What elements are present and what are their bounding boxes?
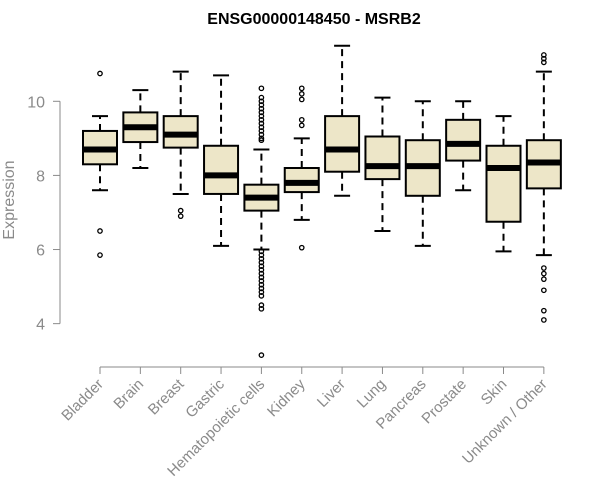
outlier-point: [258, 128, 265, 134]
outlier-point: [298, 244, 305, 251]
outlier-point: [258, 116, 265, 123]
box-group: [283, 85, 320, 251]
outlier-point: [258, 255, 265, 262]
outlier-point: [258, 124, 265, 131]
outlier-point: [258, 278, 265, 284]
outlier-point: [540, 287, 547, 294]
outlier-point: [258, 85, 265, 92]
x-tick-label: Brain: [110, 376, 147, 413]
outlier-point: [258, 305, 265, 312]
outlier-point: [298, 122, 305, 129]
outlier-point: [540, 307, 547, 314]
outlier-point: [258, 109, 265, 116]
box-iqr: [364, 135, 401, 181]
outlier-point: [258, 302, 265, 308]
outlier-point: [177, 213, 184, 220]
outlier-point: [258, 248, 265, 255]
y-axis: 4 6 8 10: [27, 94, 61, 334]
box-series: [82, 44, 562, 358]
y-tick-label: 10: [27, 94, 45, 111]
outlier-point: [258, 120, 265, 127]
outlier-point: [540, 270, 547, 277]
x-tick-label: Skin: [478, 376, 511, 409]
outlier-point: [97, 228, 103, 234]
outlier-point: [258, 135, 265, 142]
box-group: [364, 96, 401, 232]
y-tick-label: 6: [36, 243, 45, 260]
outlier-point: [258, 102, 265, 108]
box-iqr: [324, 115, 361, 173]
outlier-point: [258, 113, 265, 119]
outlier-point: [258, 281, 265, 288]
outlier-point: [258, 94, 265, 101]
box-group: [445, 100, 482, 192]
outlier-point: [258, 137, 265, 144]
outlier-point: [258, 289, 265, 295]
outlier-point: [298, 91, 305, 97]
outlier-point: [540, 59, 547, 66]
outlier-point: [540, 55, 547, 62]
outlier-point: [97, 70, 103, 77]
box-iqr: [445, 118, 482, 162]
y-tick-label: 4: [36, 317, 45, 334]
outlier-point: [258, 267, 265, 273]
outlier-point: [258, 352, 265, 358]
box-group: [122, 89, 159, 169]
x-tick-label: Liver: [314, 376, 349, 411]
x-tick-label: Lung: [354, 376, 390, 412]
outlier-point: [298, 116, 305, 123]
x-tick-label: Breast: [145, 375, 188, 418]
outlier-point: [258, 274, 265, 281]
outlier-point: [258, 98, 265, 105]
outlier-point: [540, 52, 547, 58]
y-tick-label: 8: [36, 168, 45, 185]
outlier-point: [258, 263, 265, 270]
outlier-point: [177, 207, 184, 214]
outlier-point: [258, 285, 265, 292]
outlier-point: [298, 96, 305, 103]
outlier-point: [540, 276, 547, 283]
outlier-point: [258, 131, 265, 138]
outlier-point: [540, 317, 547, 323]
outlier-point: [540, 265, 547, 271]
box-group: [485, 115, 522, 253]
outlier-point: [298, 85, 305, 92]
outlier-point: [258, 259, 265, 266]
outlier-point: [258, 105, 265, 112]
x-tick-label: Bladder: [58, 376, 107, 425]
box-iqr: [203, 144, 240, 195]
outlier-point: [258, 270, 265, 277]
box-group: [324, 44, 361, 197]
x-tick-label: Prostate: [418, 376, 470, 428]
outlier-point: [258, 252, 265, 258]
box-group: [82, 70, 118, 258]
box-group: [404, 100, 441, 247]
box-iqr: [485, 144, 522, 223]
box-group: [243, 85, 280, 358]
y-axis-label: Expression: [1, 160, 18, 239]
chart-title: ENSG00000148450 - MSRB2: [207, 11, 421, 28]
x-tick-label: Kidney: [264, 375, 309, 420]
box-group: [203, 74, 240, 247]
box-group: [162, 70, 199, 220]
box-group: [525, 52, 562, 323]
outlier-point: [97, 252, 103, 258]
outlier-point: [258, 293, 265, 299]
